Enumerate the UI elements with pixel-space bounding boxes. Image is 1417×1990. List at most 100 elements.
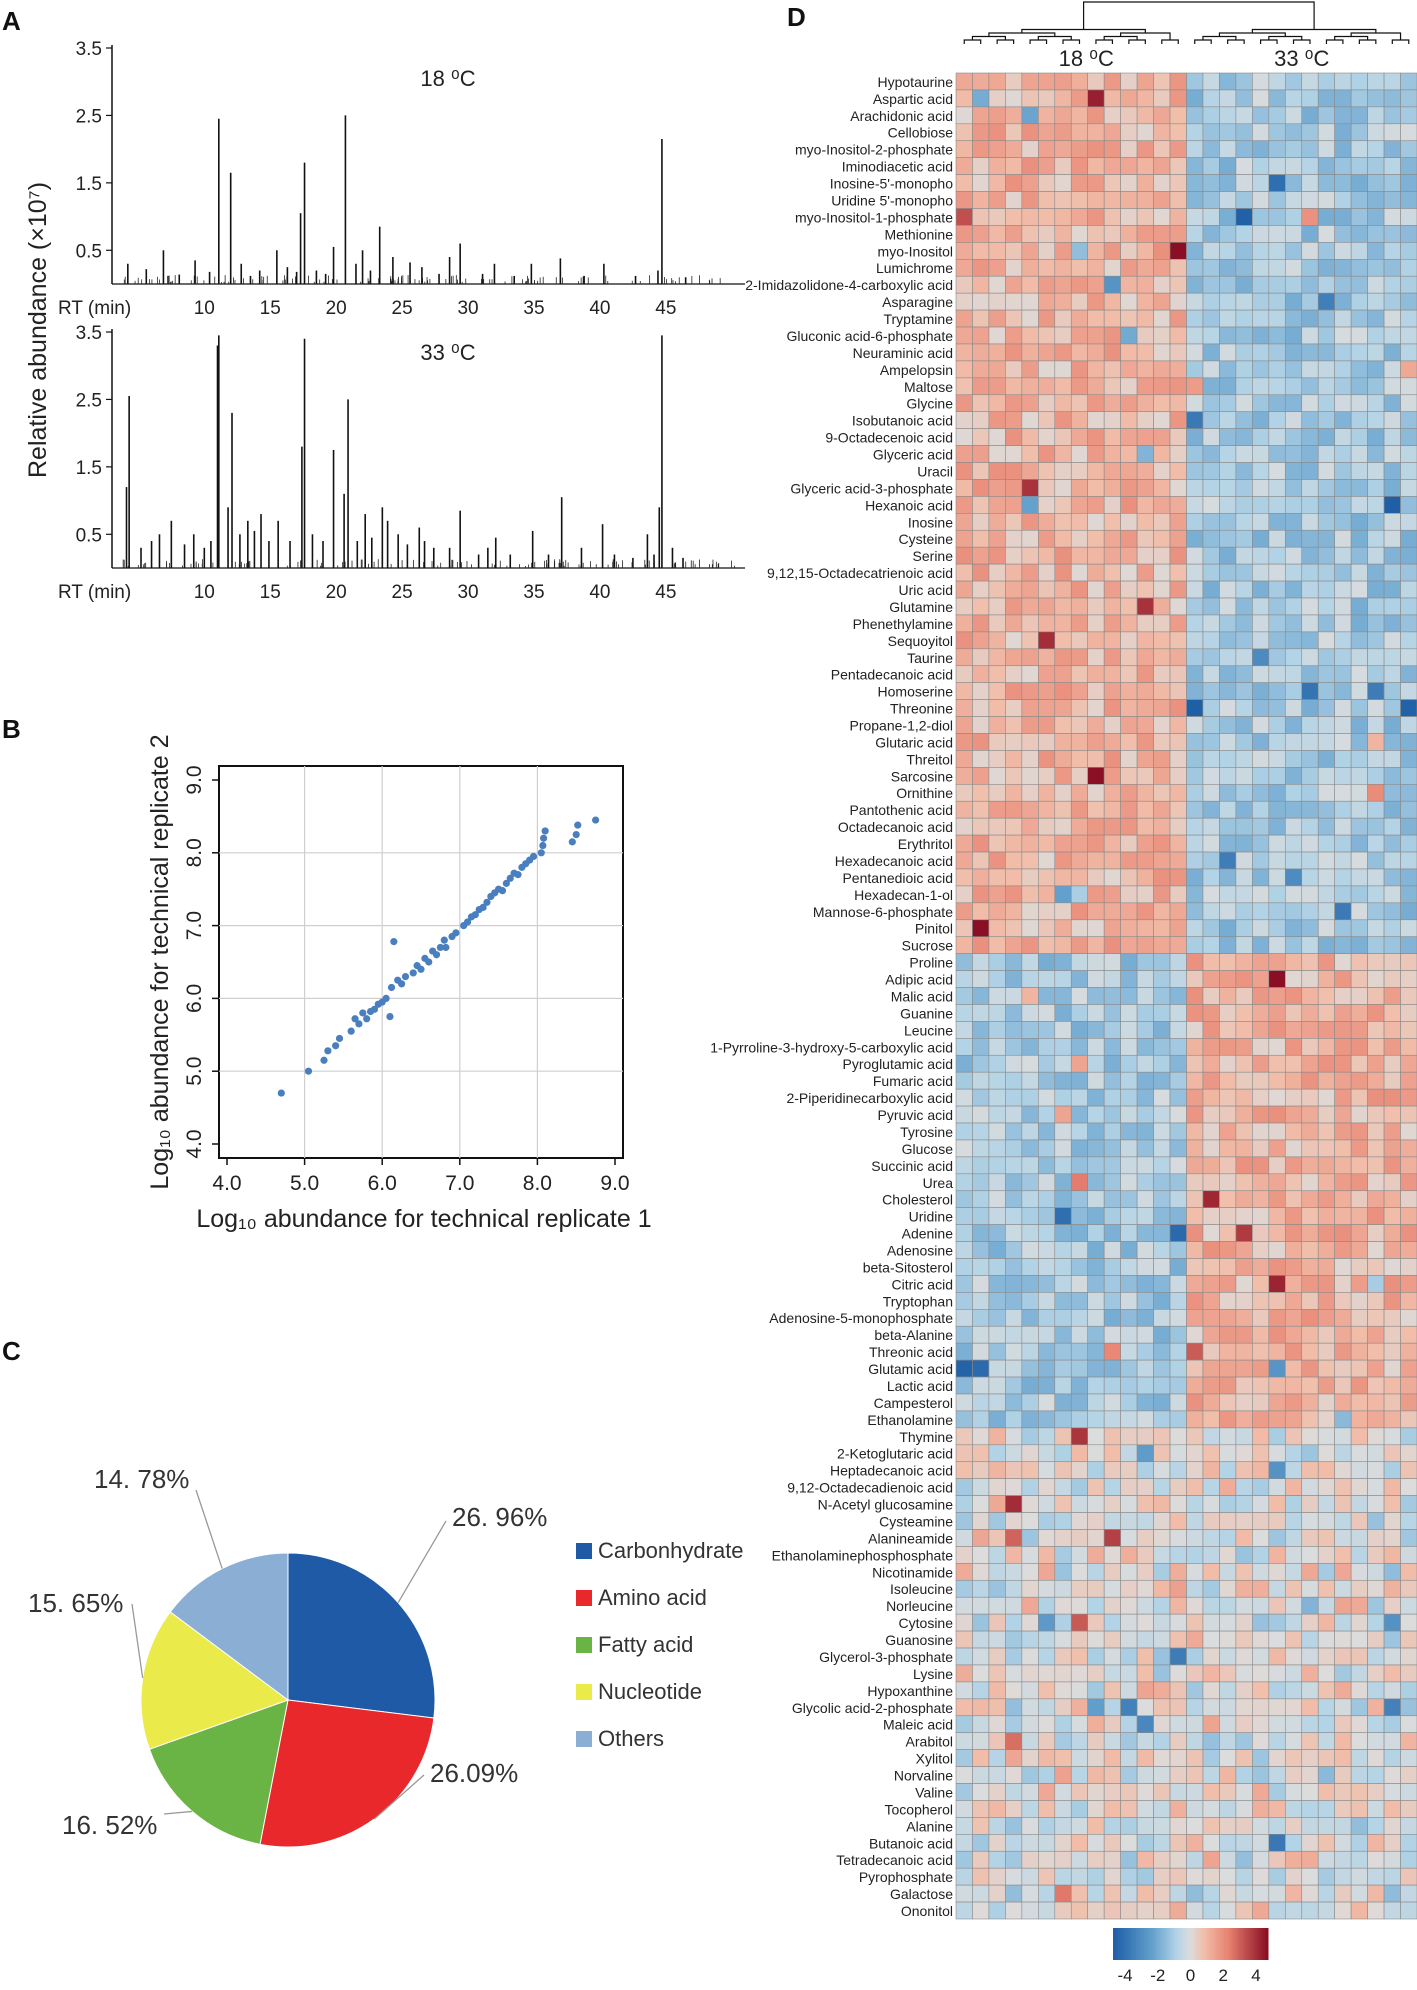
heatmap-cell <box>1005 987 1023 1005</box>
heatmap-cell <box>1334 1850 1352 1869</box>
heatmap-cell <box>1202 699 1220 717</box>
heatmap-cell <box>1235 1088 1253 1107</box>
heatmap-cell <box>1054 1546 1072 1564</box>
heatmap-cell <box>1153 1241 1171 1259</box>
row-label: Lysine <box>913 1666 953 1682</box>
heatmap-cell <box>1136 546 1154 565</box>
heatmap-cell <box>1317 800 1335 819</box>
heatmap-cell <box>1334 462 1352 480</box>
heatmap-cell <box>955 1495 973 1513</box>
heatmap-cell <box>1054 665 1072 683</box>
heatmap-cell <box>1383 648 1401 667</box>
heatmap-cell <box>1367 1173 1385 1192</box>
heatmap-cell <box>1301 817 1319 836</box>
heatmap-cell <box>1120 1105 1138 1124</box>
heatmap-cell <box>1136 936 1154 954</box>
heatmap-cell <box>1021 1359 1039 1378</box>
heatmap-cell <box>1268 1275 1286 1293</box>
heatmap-cell <box>1103 1139 1121 1158</box>
heatmap-cell <box>1153 1038 1171 1056</box>
heatmap-cell <box>1252 970 1270 988</box>
heatmap-cell <box>1367 1342 1385 1361</box>
heatmap-cell <box>1268 242 1286 260</box>
heatmap-cell <box>1268 1241 1286 1259</box>
heatmap-cell <box>1038 885 1056 904</box>
heatmap-cell <box>1219 970 1237 988</box>
heatmap-cell <box>1153 750 1171 768</box>
heatmap-cell <box>1021 1901 1039 1920</box>
heatmap-cell <box>1350 360 1368 379</box>
heatmap-cell <box>1186 614 1204 633</box>
x-axis-label: RT (min) <box>58 582 131 603</box>
heatmap-cell <box>1202 1783 1220 1801</box>
colorbar-step <box>1198 1928 1202 1960</box>
heatmap-cell <box>1103 343 1121 362</box>
heatmap-cell <box>1301 1884 1319 1903</box>
heatmap-cell <box>1235 1850 1253 1869</box>
heatmap-cell <box>1070 445 1089 463</box>
y-tick-label: 3.5 <box>76 39 102 60</box>
heatmap-cell <box>1153 1495 1171 1513</box>
heatmap-cell <box>1400 1817 1417 1835</box>
heatmap-cell <box>1169 834 1187 853</box>
heatmap-cell <box>1301 1901 1319 1920</box>
heatmap-cell <box>1367 1444 1385 1463</box>
heatmap-cell <box>1268 140 1286 158</box>
heatmap-cell <box>1120 428 1138 446</box>
x-tick-label: 30 <box>457 582 478 603</box>
heatmap-cell <box>1219 1630 1237 1649</box>
heatmap-cell <box>1136 462 1154 480</box>
heatmap-cell <box>1021 258 1039 277</box>
heatmap-cell <box>1120 1647 1138 1666</box>
heatmap-cell <box>1383 614 1401 633</box>
heatmap-cell <box>1301 970 1319 988</box>
heatmap-cell <box>1235 885 1253 904</box>
heatmap-cell <box>1005 1884 1023 1903</box>
colorbar-step <box>1131 1928 1135 1960</box>
heatmap-cell <box>1350 1529 1368 1547</box>
heatmap-cell <box>1219 1156 1237 1175</box>
heatmap-cell <box>1400 1071 1417 1090</box>
heatmap-cell <box>1120 394 1138 413</box>
heatmap-cell <box>1400 1173 1417 1192</box>
colorbar-step <box>1169 1928 1173 1960</box>
heatmap-cell <box>1186 72 1204 91</box>
heatmap-cell <box>988 614 1006 633</box>
heatmap-cell <box>1284 1749 1303 1767</box>
heatmap-cell <box>955 1596 973 1615</box>
heatmap-cell <box>1186 462 1204 480</box>
x-tick-label: 8.0 <box>523 1172 552 1195</box>
heatmap-cell <box>1367 1410 1385 1429</box>
heatmap-cell <box>1005 1207 1023 1225</box>
heatmap-cell <box>1070 1749 1089 1767</box>
heatmap-cell <box>1054 394 1072 413</box>
heatmap-cell <box>1005 1444 1023 1463</box>
heatmap-cell <box>1005 665 1023 683</box>
heatmap-cell <box>1202 1495 1220 1513</box>
heatmap-cell <box>972 936 990 954</box>
heatmap-cell <box>1186 1817 1204 1835</box>
heatmap-cell <box>1350 614 1368 633</box>
heatmap-cell <box>1087 1275 1105 1293</box>
heatmap-cell <box>1350 767 1368 785</box>
heatmap-cell <box>1284 631 1303 650</box>
heatmap-cell <box>955 529 973 548</box>
heatmap-cell <box>1350 275 1368 294</box>
heatmap-cell <box>1235 377 1253 396</box>
y-tick-label: 3.5 <box>76 323 102 344</box>
heatmap-cell <box>1038 1021 1056 1039</box>
heatmap-cell <box>1284 1359 1303 1378</box>
heatmap-cell <box>1235 1613 1253 1632</box>
heatmap-cell <box>1038 1681 1056 1700</box>
heatmap-cell <box>1284 1309 1303 1327</box>
heatmap-cell <box>1087 394 1105 413</box>
heatmap-cell <box>1350 394 1368 413</box>
heatmap-cell <box>1186 123 1204 142</box>
colorbar-step <box>1156 1928 1160 1960</box>
heatmap-cell <box>1284 1021 1303 1039</box>
heatmap-cell <box>1301 1427 1319 1446</box>
heatmap-cell <box>1120 1563 1138 1581</box>
heatmap-cell <box>1235 699 1253 717</box>
heatmap-cell <box>1021 1173 1039 1192</box>
heatmap-cell <box>1038 89 1056 108</box>
